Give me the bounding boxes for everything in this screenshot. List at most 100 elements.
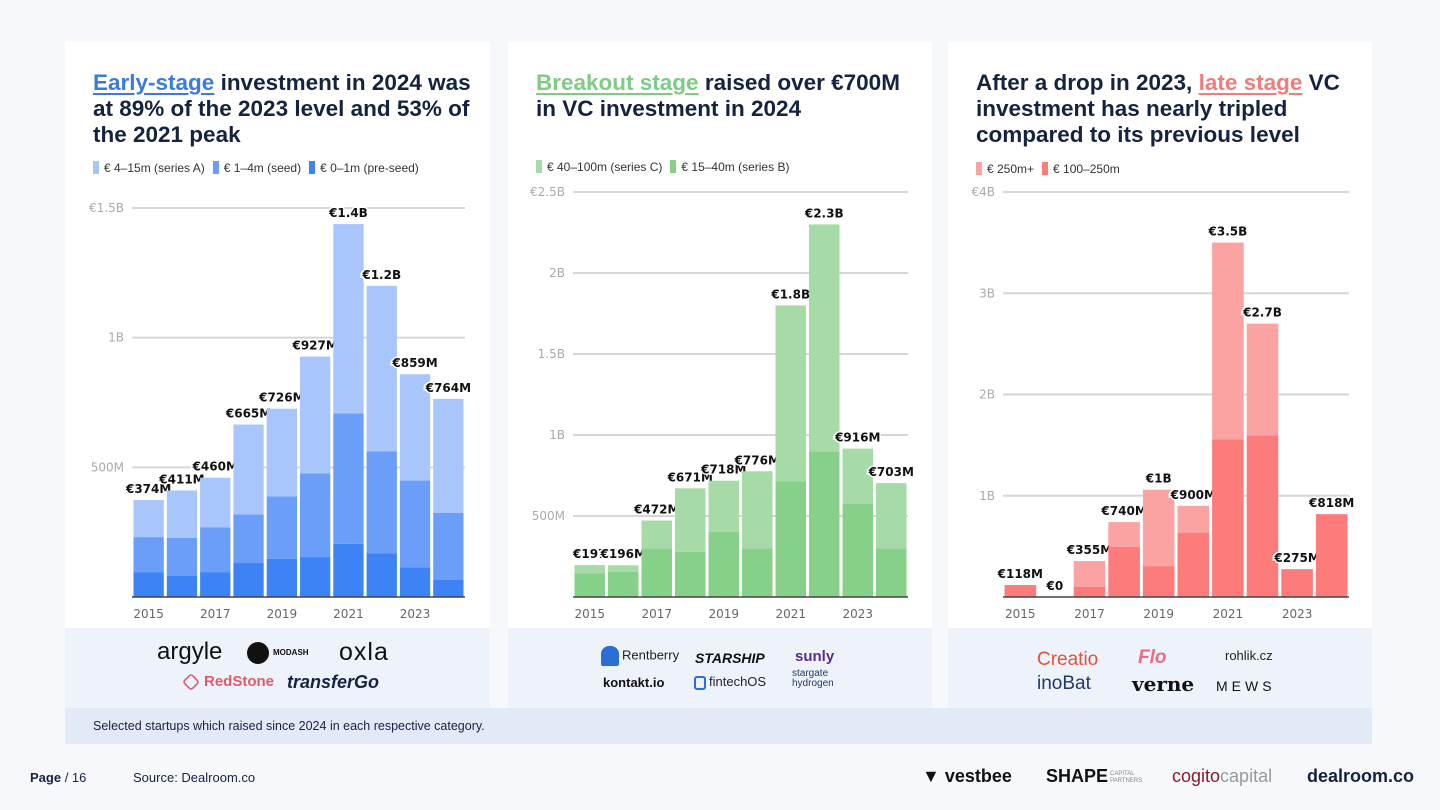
- bar-segment: [708, 480, 739, 532]
- late-logos: Creatio Flo rohlik.cz inoBat verne MEWS: [948, 628, 1372, 708]
- bar-segment: [166, 575, 198, 597]
- legend-swatch: [212, 161, 219, 174]
- bar-segment: [608, 571, 639, 597]
- bar-segment: [675, 551, 706, 597]
- bar-segment: [1004, 585, 1037, 597]
- data-label: €703M: [868, 465, 914, 479]
- y-tick-label: €2.5B: [530, 185, 565, 199]
- data-label: €0: [1046, 579, 1064, 593]
- logo-verne: verne: [1132, 672, 1195, 696]
- bar-segment: [1108, 522, 1140, 547]
- data-label: €275M: [1273, 551, 1319, 565]
- bar-segment: [399, 480, 431, 568]
- data-label: €1.4B: [328, 206, 368, 220]
- x-tick-label: 2015: [1005, 607, 1036, 621]
- data-label: €718M: [700, 463, 746, 477]
- bar-segment: [1246, 435, 1279, 597]
- logo-inobat: inoBat: [1037, 673, 1091, 694]
- bar-segment: [775, 481, 806, 597]
- legend-item: € 250m+: [976, 162, 1034, 176]
- y-tick-label: 1B: [108, 331, 124, 345]
- bar-segment: [366, 285, 397, 452]
- x-tick-label: 2019: [1143, 607, 1174, 621]
- logo-stargate-hydrogen: stargate hydrogen: [792, 668, 834, 689]
- data-label: €671M: [667, 470, 713, 484]
- x-tick-label: 2017: [200, 607, 231, 621]
- early-stage-panel: Early-stage investment in 2024 was at 89…: [65, 42, 490, 630]
- bar-segment: [133, 572, 164, 597]
- bar-segment: [641, 520, 672, 549]
- bar-segment: [233, 514, 264, 564]
- bar-segment: [433, 398, 464, 513]
- bar-segment: [708, 531, 739, 597]
- legend-item: € 40–100m (series C): [536, 160, 662, 174]
- logo-creatio: Creatio: [1037, 649, 1099, 670]
- x-tick-label: 2023: [1282, 607, 1313, 621]
- plot-area: 500M 1B 1.5B 2B €2.5B €197 2015 €196M €472M 2017 €…: [530, 185, 915, 621]
- breakout-logos: Rentberry STARSHIP sunly kontakt.io fint…: [508, 628, 932, 708]
- late-stage-panel: After a drop in 2023, late stage VC inve…: [948, 42, 1372, 630]
- bar-segment: [675, 488, 706, 552]
- bar-segment: [1212, 439, 1244, 597]
- source-note: Source: Dealroom.co: [133, 770, 256, 785]
- bar-segment: [366, 553, 397, 597]
- bar-segment: [1108, 546, 1140, 597]
- panel-title: Breakout stage raised over €700M in VC i…: [536, 70, 900, 121]
- bar-segment: [1212, 242, 1244, 440]
- data-label: €472M: [633, 503, 679, 517]
- logo-oxla: oxla: [339, 638, 389, 666]
- x-tick-label: 2015: [133, 607, 164, 621]
- breakout-stage-chart: 500M 1B 1.5B 2B €2.5B €197 2015 €196M €472M 2017 €…: [530, 185, 915, 621]
- bar-segment: [641, 548, 672, 597]
- data-label: €776M: [734, 453, 780, 467]
- data-label: €859M: [391, 356, 437, 370]
- bar-segment: [266, 496, 297, 559]
- bar-segment: [574, 565, 605, 574]
- bar-segment: [1281, 569, 1313, 597]
- bar-segment: [842, 448, 873, 505]
- data-label: €118M: [997, 567, 1043, 581]
- bar-segment: [133, 537, 164, 573]
- bar-segment: [1142, 566, 1175, 597]
- x-tick-label: 2017: [1074, 607, 1105, 621]
- legend-item: € 15–40m (series B): [670, 160, 789, 174]
- logo-argyle: argyle: [157, 638, 223, 665]
- data-label: €1.8B: [770, 287, 810, 301]
- y-tick-label: 1.5B: [538, 347, 565, 361]
- logo-flo: Flo: [1138, 647, 1167, 668]
- legend-label: € 100–250m: [1053, 162, 1120, 176]
- y-tick-label: 2B: [979, 388, 995, 402]
- legend-swatch: [309, 161, 316, 174]
- logo-redstone: RedStone: [181, 672, 274, 692]
- bar-segment: [775, 305, 806, 482]
- legend-swatch: [1042, 162, 1049, 175]
- bar-segment: [166, 537, 198, 576]
- panel-title: After a drop in 2023, late stage VC inve…: [976, 70, 1340, 147]
- bar-segment: [876, 483, 907, 549]
- y-tick-label: 500M: [91, 460, 124, 474]
- logo-vestbee: ▼ vestbee: [922, 766, 1012, 786]
- bar-segment: [809, 224, 840, 452]
- data-label: €2.7B: [1242, 306, 1282, 320]
- data-label: €665M: [225, 407, 271, 421]
- legend-item: € 1–4m (seed): [212, 161, 301, 175]
- early-stage-chart: 500M 1B €1.5B €374M 2015 €411M€460M 2017 €665M €…: [89, 201, 472, 621]
- legend-label: € 4–15m (series A): [104, 161, 205, 175]
- bar-segment: [1315, 514, 1348, 597]
- bar-segment: [742, 471, 773, 549]
- logo-shape: SHAPE CAPITAL PARTNERS: [1046, 766, 1143, 786]
- bar-segment: [1177, 505, 1210, 533]
- bar-segment: [433, 579, 464, 597]
- x-tick-label: 2023: [400, 607, 431, 621]
- bar-segment: [574, 573, 605, 597]
- plot-area: 1B 2B 3B €4B €118M 2015 €0 €355M 2017 €740M €1B 201…: [971, 185, 1355, 621]
- y-tick-label: €4B: [971, 185, 995, 199]
- data-label: €818M: [1308, 496, 1354, 510]
- chart-legend: € 40–100m (series C) € 15–40m (series B): [536, 160, 789, 174]
- data-label: €196M: [600, 547, 646, 561]
- plot-area: 500M 1B €1.5B €374M 2015 €411M€460M 2017 €665M €…: [89, 201, 472, 621]
- bar-segment: [266, 408, 297, 497]
- bar-segment: [608, 565, 639, 572]
- y-tick-label: 3B: [979, 286, 995, 300]
- logo-modash: MODASH: [247, 642, 309, 664]
